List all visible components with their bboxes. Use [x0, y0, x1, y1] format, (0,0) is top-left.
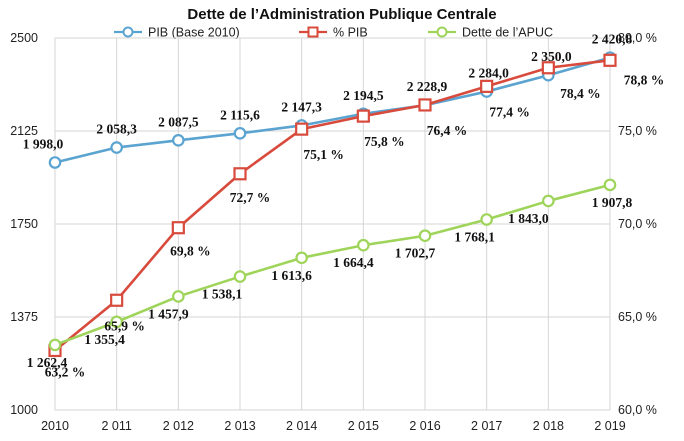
x-tick-label: 2 015	[348, 419, 379, 433]
data-point-pct-pib	[233, 167, 247, 181]
legend-marker-dette-apuc	[436, 26, 448, 38]
data-point-pct-pib	[110, 293, 124, 307]
legend-label-pib: PIB (Base 2010)	[148, 26, 240, 40]
data-point-dette-apuc	[418, 229, 432, 243]
data-point-dette-apuc	[357, 238, 370, 252]
data-point-pct-pib	[541, 61, 555, 75]
data-label-pct-pib: 78,4 %	[560, 86, 601, 101]
data-label-dette-apuc: 1 702,7	[395, 246, 436, 261]
y-right-tick-label: 65,0 %	[618, 310, 657, 324]
y-left-tick-label: 1375	[10, 310, 38, 324]
data-label-pct-pib: 69,8 %	[170, 244, 211, 259]
data-point-pct-pib	[356, 109, 370, 123]
series-line-pib	[54, 56, 611, 164]
data-label-pct-pib: 77,4 %	[489, 104, 530, 119]
y-left-tick-label: 2500	[10, 31, 38, 45]
data-label-pib: 2 058,3	[96, 122, 137, 137]
data-label-pib: 2 147,3	[281, 99, 322, 114]
y-left-tick-label: 1000	[10, 403, 38, 417]
y-right-tick-label: 80,0 %	[618, 31, 657, 45]
series-layer	[48, 51, 617, 358]
legend-label-dette-apuc: Dette de l’APUC	[462, 26, 553, 40]
data-point-pib	[110, 141, 123, 154]
data-label-pib: 1 998,0	[23, 136, 64, 151]
series-line-dette-apuc	[54, 183, 611, 347]
x-tick-label: 2 019	[594, 419, 625, 433]
data-point-dette-apuc	[172, 290, 185, 303]
x-tick-label: 2 014	[286, 419, 317, 433]
data-point-dette-apuc	[603, 178, 617, 192]
x-tick-label: 2 018	[533, 419, 564, 433]
data-label-dette-apuc: 1 768,1	[454, 230, 495, 245]
data-point-dette-apuc	[542, 194, 555, 208]
data-label-dette-apuc: 1 843,0	[508, 211, 549, 226]
data-label-pib: 2 420,8	[592, 32, 633, 47]
x-tick-label: 2 011	[101, 419, 131, 433]
data-label-pib: 2 115,6	[220, 107, 260, 122]
data-labels-layer: 1 998,0 2 058,3 2 087,5 2 115,6 2 147,3 2 194…	[23, 32, 665, 380]
data-point-dette-apuc	[110, 315, 123, 329]
data-label-pct-pib: 75,1 %	[303, 147, 344, 162]
data-label-pct-pib: 72,7 %	[230, 190, 271, 205]
x-tick-label: 2 013	[224, 419, 255, 433]
data-label-dette-apuc: 1 355,4	[84, 332, 125, 347]
legend-marker-pib	[122, 26, 134, 38]
legend: PIB (Base 2010) % PIB Dette de l’APUC	[114, 26, 553, 40]
y-right-tick-label: 75,0 %	[618, 124, 657, 138]
data-label-dette-apuc: 1 907,8	[592, 195, 633, 210]
data-point-pib	[172, 134, 185, 147]
data-label-pct-pib: 78,8 %	[624, 72, 665, 87]
grid	[54, 37, 611, 411]
x-tick-label: 2 016	[409, 419, 440, 433]
data-label-dette-apuc: 1 538,1	[202, 287, 243, 302]
y-left-tick-label: 1750	[10, 217, 38, 231]
data-point-pct-pib	[418, 98, 432, 112]
x-tick-label: 2010	[41, 419, 69, 433]
data-point-pct-pib	[295, 122, 309, 136]
legend-label-pct-pib: % PIB	[333, 26, 368, 40]
data-label-pib: 2 284,0	[468, 66, 509, 81]
data-label-pct-pib: 75,8 %	[364, 134, 405, 149]
data-point-dette-apuc	[48, 338, 62, 352]
series-line-pct-pib	[54, 59, 611, 352]
axes: 1000 1375 1750 2125 2500 60,0 % 65,0 % 70,0 % 75…	[10, 31, 657, 433]
data-label-pib: 2 350,0	[531, 49, 572, 64]
data-point-dette-apuc	[233, 270, 247, 283]
data-point-pib	[48, 156, 62, 169]
data-point-pct-pib	[171, 221, 185, 235]
data-point-dette-apuc	[295, 251, 308, 265]
data-label-dette-apuc: 1 262,4	[27, 355, 68, 370]
data-label-pib: 2 228,9	[407, 79, 448, 94]
data-label-dette-apuc: 1 457,9	[148, 306, 189, 321]
y-right-tick-label: 70,0 %	[618, 217, 657, 231]
chart-title: Dette de l’Administration Publique Centr…	[187, 6, 496, 23]
data-point-pct-pib	[480, 79, 494, 93]
data-label-pct-pib: 65,9 %	[104, 318, 145, 333]
data-point-pct-pib	[603, 53, 617, 67]
data-label-dette-apuc: 1 613,6	[271, 268, 312, 283]
x-tick-label: 2 012	[163, 419, 194, 433]
data-label-pct-pib: 63,2 %	[45, 364, 86, 379]
legend-marker-pct-pib	[307, 26, 319, 38]
y-right-tick-label: 60,0 %	[618, 403, 657, 417]
data-point-dette-apuc	[480, 213, 493, 226]
data-label-pib: 2 194,5	[343, 88, 384, 103]
x-tick-label: 2 017	[471, 419, 502, 433]
data-label-pct-pib: 76,4 %	[427, 123, 468, 138]
y-left-tick-label: 2125	[10, 124, 38, 138]
data-label-dette-apuc: 1 664,4	[333, 255, 374, 270]
data-point-pib	[233, 127, 247, 140]
data-label-pib: 2 087,5	[158, 114, 199, 129]
